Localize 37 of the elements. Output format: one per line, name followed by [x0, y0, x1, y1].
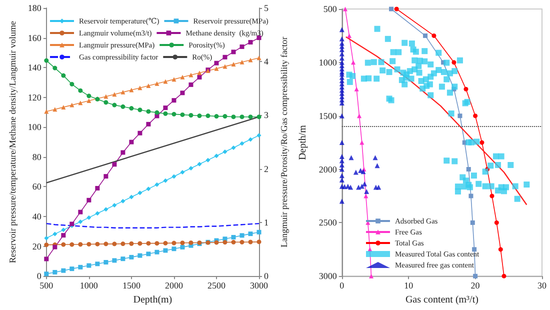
- y2-tick-label: 2: [264, 164, 268, 174]
- y-axis-title: Depth/m: [298, 124, 308, 160]
- y-tick-label: 0: [36, 271, 42, 282]
- y2-tick-label: 3: [264, 110, 269, 120]
- x-tick-label: 500: [40, 280, 54, 291]
- y-tick-label: 100: [28, 122, 42, 132]
- y2-axis-title: Langmuir pressure/Porosity/Ro/Gas compressibility factor: [278, 36, 289, 248]
- y-tick-label: 1000: [318, 57, 338, 68]
- y-tick-label: 500: [323, 4, 338, 14]
- y-tick-label: 1500: [318, 110, 338, 121]
- y2-tick-label: 1: [264, 217, 268, 228]
- x-tick-label: 10: [404, 280, 414, 291]
- y-tick-label: 120: [28, 92, 42, 102]
- x-tick-label: 1500: [122, 280, 141, 291]
- y-tick-label: 140: [28, 62, 42, 73]
- x-tick-label: 1000: [80, 280, 98, 291]
- x-axis-title: Depth(m): [133, 294, 172, 306]
- y-tick-label: 160: [28, 32, 42, 43]
- x-axis-title: Gas content (m³/t): [405, 294, 478, 306]
- y-tick-label: 80: [32, 152, 42, 162]
- y-tick-label: 40: [32, 212, 42, 222]
- y2-tick-label: 5: [264, 3, 269, 13]
- x-tick-label: 20: [470, 280, 480, 291]
- y2-tick-label: 0: [264, 271, 269, 282]
- x-tick-label: 2500: [207, 280, 226, 291]
- x-tick-label: 2000: [164, 280, 184, 291]
- x-tick-label: 3000: [250, 280, 268, 291]
- x-tick-label: 0: [340, 280, 345, 291]
- y-axis-title: Reservoir pressure/temperature/Methane density/Langmuir volume: [8, 20, 18, 264]
- y-tick-label: 20: [32, 241, 42, 252]
- y-tick-label: 60: [32, 182, 42, 192]
- y-tick-label: 2000: [318, 164, 338, 174]
- y-tick-label: 180: [28, 3, 42, 13]
- x-tick-label: 30: [538, 280, 547, 291]
- y-tick-label: 2500: [318, 218, 338, 228]
- y-tick-label: 3000: [318, 271, 338, 282]
- y2-tick-label: 4: [264, 56, 269, 67]
